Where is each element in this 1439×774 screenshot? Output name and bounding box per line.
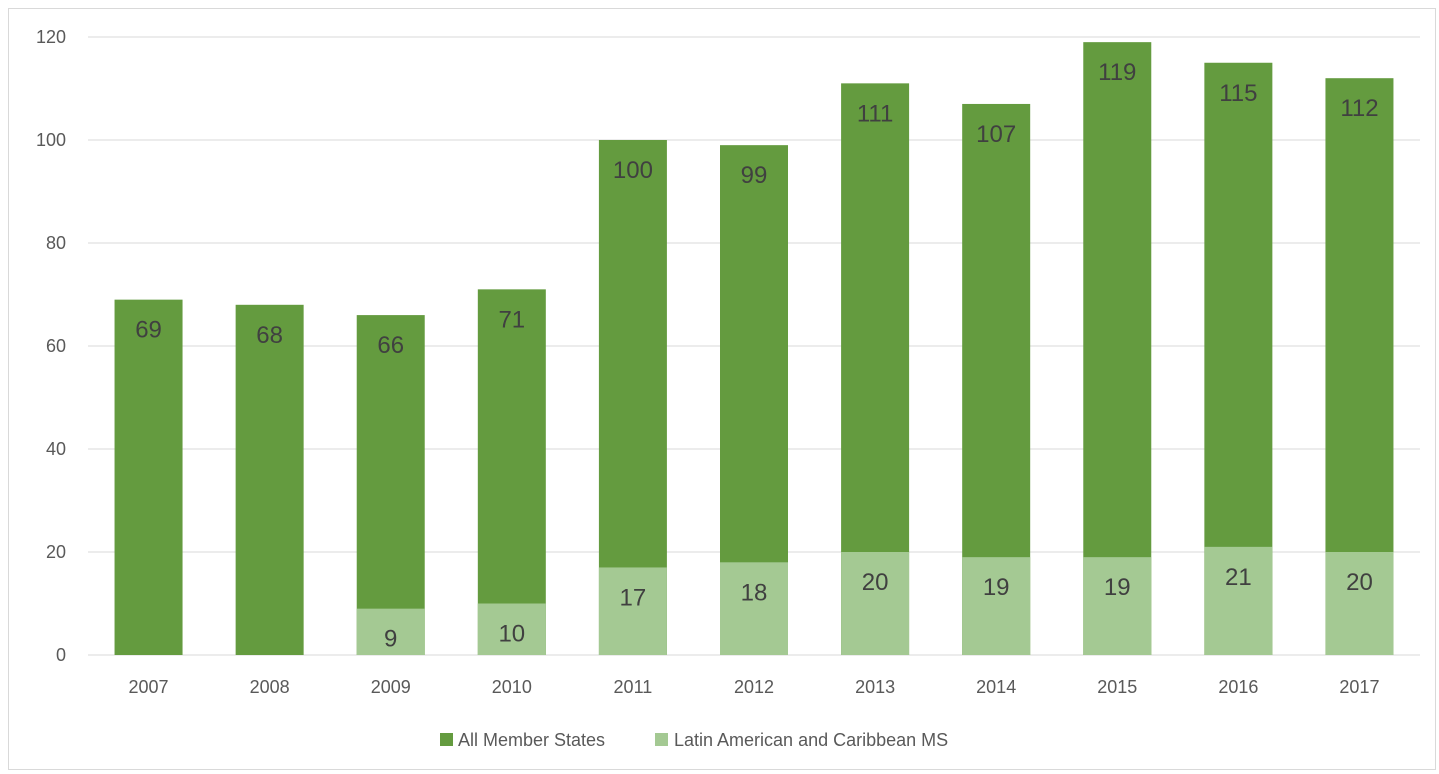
y-tick-label-120: 120 (36, 27, 66, 47)
x-axis-ticks: 2007 2008 2009 2010 2011 2012 2013 2014 2015 2016… (129, 677, 1380, 697)
data-label-lac-2013: 20 (862, 569, 889, 596)
x-tick-label-2014: 2014 (976, 677, 1016, 697)
y-tick-label-100: 100 (36, 130, 66, 150)
bar-latin-american-caribbean-2012 (720, 562, 788, 655)
bar-latin-american-caribbean-2015 (1083, 557, 1152, 655)
legend: All Member States Latin American and Cari… (440, 730, 948, 750)
x-tick-label-2013: 2013 (855, 677, 895, 697)
bar-latin-american-caribbean-2016 (1204, 546, 1273, 655)
y-tick-label-80: 80 (46, 233, 66, 253)
data-label-all-2011: 100 (613, 157, 653, 184)
bars (114, 42, 1394, 656)
data-label-lac-2015: 19 (1104, 574, 1131, 601)
data-label-all-2017: 112 (1340, 95, 1378, 122)
bar-latin-american-caribbean-2014 (962, 557, 1031, 655)
x-tick-label-2011: 2011 (614, 677, 653, 697)
data-label-all-2014: 107 (976, 121, 1016, 148)
bar-all-member-states-2007 (114, 299, 183, 655)
x-tick-label-2012: 2012 (734, 677, 774, 697)
y-tick-label-20: 20 (46, 542, 66, 562)
legend-swatch-latin-american-caribbean (655, 733, 668, 746)
bar-latin-american-caribbean-2013 (841, 552, 910, 655)
data-label-lac-2010: 10 (498, 621, 525, 648)
legend-label-latin-american-caribbean: Latin American and Caribbean MS (674, 730, 948, 750)
x-tick-label-2017: 2017 (1339, 677, 1379, 697)
data-label-all-2015: 119 (1098, 59, 1136, 86)
x-tick-label-2009: 2009 (371, 677, 411, 697)
bar-latin-american-caribbean-2010 (477, 603, 546, 655)
data-label-lac-2014: 19 (983, 574, 1010, 601)
data-label-all-2008: 68 (256, 322, 283, 349)
bar-all-member-states-2015 (1083, 42, 1152, 655)
y-tick-label-0: 0 (56, 645, 66, 665)
data-labels: 69 68 66 9 71 10 100 17 99 18 111 20 107 19 119 19 115 21… (135, 59, 1378, 653)
data-label-lac-2012: 18 (741, 579, 768, 606)
x-tick-label-2008: 2008 (250, 677, 290, 697)
data-label-all-2013: 111 (857, 100, 893, 127)
y-tick-label-60: 60 (46, 336, 66, 356)
data-label-all-2012: 99 (741, 162, 768, 189)
x-tick-label-2016: 2016 (1218, 677, 1258, 697)
data-label-all-2010: 71 (498, 306, 525, 333)
bar-latin-american-caribbean-2017 (1325, 552, 1394, 655)
x-tick-label-2015: 2015 (1097, 677, 1137, 697)
data-label-lac-2016: 21 (1225, 564, 1252, 591)
data-label-all-2009: 66 (377, 332, 404, 359)
legend-swatch-all-member-states (440, 733, 453, 746)
y-tick-label-40: 40 (46, 439, 66, 459)
x-tick-label-2010: 2010 (492, 677, 532, 697)
data-label-lac-2017: 20 (1346, 569, 1373, 596)
bar-all-member-states-2008 (235, 304, 304, 655)
y-axis-ticks: 0 20 40 60 80 100 120 (36, 27, 66, 665)
data-label-all-2007: 69 (135, 317, 162, 344)
legend-label-all-member-states: All Member States (458, 730, 605, 750)
data-label-all-2016: 115 (1219, 80, 1257, 107)
data-label-lac-2009: 9 (384, 626, 397, 653)
bar-all-member-states-2009 (356, 315, 425, 655)
bar-latin-american-caribbean-2011 (598, 567, 667, 655)
bar-all-member-states-2010 (477, 289, 546, 655)
bar-latin-american-caribbean-2009 (356, 608, 425, 655)
x-tick-label-2007: 2007 (129, 677, 169, 697)
data-label-lac-2011: 17 (620, 584, 647, 611)
